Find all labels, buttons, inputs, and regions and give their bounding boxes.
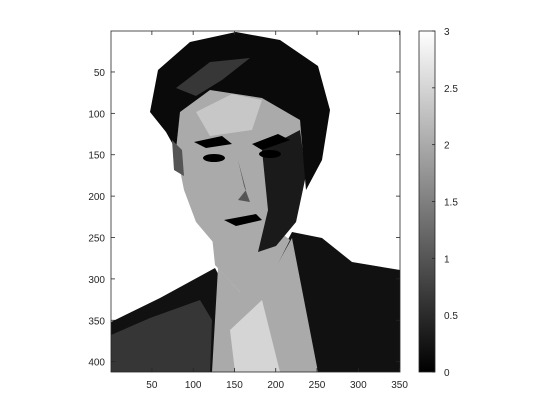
colorbar-tick-label: 0	[444, 368, 450, 379]
y-tick-label: 200	[88, 192, 105, 203]
left-eye	[203, 154, 225, 162]
colorbar-tick-label: 2.5	[444, 84, 458, 95]
x-tick-label: 350	[391, 380, 408, 391]
colorbar-tick-label: 3	[444, 27, 450, 38]
colorbar-gradient	[419, 31, 435, 372]
image-axes: 50 100 150 200 250 300 350 50 100 150 200 250 300 35…	[88, 30, 408, 391]
y-tick-label: 300	[88, 275, 105, 286]
ear-left	[172, 140, 184, 176]
x-tick-label: 300	[350, 380, 367, 391]
y-tick-label: 250	[88, 234, 105, 245]
hair-highlight	[176, 58, 250, 96]
jacket-highlight	[111, 300, 212, 372]
portrait-image	[111, 32, 400, 372]
left-brow	[194, 136, 232, 148]
right-eye	[259, 150, 281, 158]
face-shadow-right	[258, 130, 306, 252]
colorbar-tick-label: 0.5	[444, 311, 458, 322]
colorbar-tick-label: 2	[444, 141, 450, 152]
y-tick-label: 150	[88, 151, 105, 162]
right-brow	[252, 134, 290, 150]
mouth	[224, 214, 262, 226]
hair-region	[150, 32, 330, 190]
shirt-shadow	[230, 300, 280, 372]
y-tick-label: 50	[94, 68, 106, 79]
colorbar-tick-label: 1	[444, 254, 450, 265]
y-tick-label: 350	[88, 316, 105, 327]
y-tick-label: 400	[88, 358, 105, 369]
x-tick-label: 250	[309, 380, 326, 391]
image-axes-box	[110, 30, 401, 373]
colorbar-axes: 0 0.5 1 1.5 2 2.5 3	[418, 27, 458, 379]
x-tick-label: 100	[185, 380, 202, 391]
x-tick-label: 150	[226, 380, 243, 391]
y-ticks: 50 100 150 200 250 300 350 400	[88, 68, 400, 369]
x-ticks: 50 100 150 200 250 300 350	[146, 31, 408, 391]
y-tick-label: 100	[88, 109, 105, 120]
colorbar-ticks: 0 0.5 1 1.5 2 2.5 3	[432, 27, 458, 379]
forehead-highlight	[196, 94, 262, 136]
x-tick-label: 200	[267, 380, 284, 391]
nose-shadow	[238, 160, 250, 202]
x-tick-label: 50	[146, 380, 158, 391]
colorbar-tick-label: 1.5	[444, 198, 458, 209]
